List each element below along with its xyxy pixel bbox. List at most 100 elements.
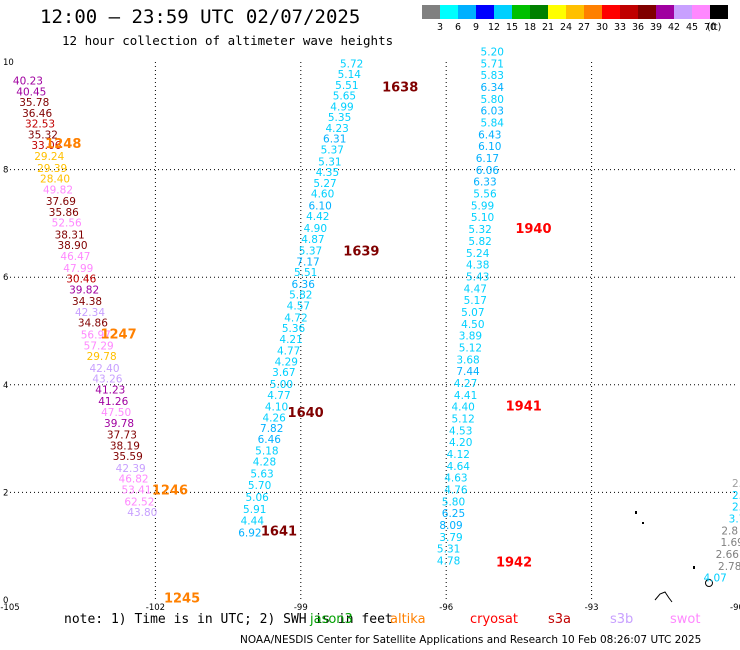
pass-time-label: 1639 [343, 245, 379, 260]
wave-height-value: 4.21 [279, 334, 302, 346]
wave-height-value: 3.79 [439, 532, 462, 544]
wave-height-value: 5.71 [481, 58, 504, 70]
wave-height-value: 35.78 [19, 97, 49, 109]
wave-height-value: 33.06 [31, 140, 61, 152]
wave-height-value: 4.77 [277, 346, 300, 358]
wave-height-value: 3.89 [459, 331, 482, 343]
wave-height-value: 4.42 [306, 211, 329, 223]
wave-height-value: 4.23 [325, 123, 348, 135]
wave-height-value: 4.26 [262, 412, 286, 424]
wave-height-value: 5.82 [468, 236, 491, 248]
wave-height-value: 6.17 [476, 153, 499, 165]
wave-height-value: 34.38 [72, 296, 102, 308]
colorbar-label: 12 [487, 22, 501, 33]
wave-height-value: 8.09 [439, 520, 462, 532]
wave-height-value: 5.20 [481, 47, 504, 59]
colorbar-label: 21 [541, 22, 555, 33]
coastline [654, 591, 673, 603]
pass-time-label: 1638 [382, 81, 418, 96]
wave-height-value: 5.10 [471, 212, 494, 224]
wave-height-value: 4.63 [444, 473, 467, 485]
colorbar-label: 45 [685, 22, 699, 33]
island [642, 522, 644, 524]
colorbar-label: 30 [595, 22, 609, 33]
wave-height-value: 52.56 [52, 218, 82, 230]
wave-height-value: 43.26 [92, 374, 122, 386]
wave-height-value: 49.82 [43, 184, 73, 196]
pass-time-label: 1248 [45, 137, 81, 152]
colorbar-swatch [530, 5, 548, 19]
footer-note: note: 1) Time is in UTC; 2) SWH is in fe… [64, 612, 393, 627]
wave-height-value: 4.76 [444, 484, 468, 496]
pass-time-label: 1941 [506, 400, 542, 415]
x-tick-label: -90 [730, 603, 740, 613]
colorbar-label: 9 [472, 22, 480, 33]
colorbar-swatch [512, 5, 530, 19]
wave-height-value: 5.07 [461, 307, 484, 319]
colorbar-swatch [638, 5, 656, 19]
legend-item-swot: swot [670, 612, 701, 627]
legend-item-altika: altika [390, 612, 426, 627]
wave-height-value: 2.66 [716, 549, 740, 561]
wave-height-value: 6.03 [481, 106, 504, 118]
wave-height-value: 1.69 [720, 537, 740, 549]
wave-height-value: 38.19 [110, 440, 140, 452]
wave-height-value: 29.24 [34, 151, 64, 163]
wave-height-value: 5.99 [471, 200, 494, 212]
wave-height-value: 7.82 [260, 423, 283, 435]
y-tick-label: 6 [3, 273, 8, 283]
wave-height-value: 35.59 [113, 451, 143, 463]
y-tick-label: 2 [3, 488, 8, 498]
wave-height-value: 4.47 [464, 283, 487, 295]
wave-height-value: 6.36 [292, 279, 316, 291]
wave-height-value: 37.73 [107, 430, 137, 442]
wave-height-value: 4.78 [437, 555, 460, 567]
wave-height-value: 4.35 [316, 167, 339, 179]
wave-height-value: 29.39 [37, 163, 67, 175]
wave-height-value: 4.44 [241, 516, 265, 528]
wave-height-value: 4.29 [275, 356, 298, 368]
pass-time-label: 1640 [288, 406, 324, 421]
pass-time-label: 1246 [152, 484, 188, 499]
wave-height-value: 4.87 [301, 234, 324, 246]
wave-height-value: 4.50 [461, 319, 484, 331]
wave-height-value: 5.80 [442, 496, 465, 508]
pass-time-label: 1940 [515, 222, 551, 237]
wave-height-value: 6.31 [323, 134, 346, 146]
wave-height-value: 4.40 [451, 402, 474, 414]
wave-height-value: 62.52 [124, 496, 154, 508]
wave-height-value: 4.64 [447, 461, 471, 473]
wave-height-value: 4.53 [449, 425, 472, 437]
wave-height-value: 41.23 [95, 384, 125, 396]
colorbar-swatch [566, 5, 584, 19]
wave-height-value: 5.24 [466, 248, 490, 260]
wave-height-value: 46.82 [119, 474, 149, 486]
wave-height-value: 2. [732, 490, 740, 502]
wave-height-value: 37.69 [46, 196, 76, 208]
wave-height-value: 47.50 [101, 407, 131, 419]
wave-height-value: 3.7 [729, 514, 740, 526]
wave-height-value: 4.07 [703, 573, 726, 585]
wave-height-value: 5.43 [466, 271, 489, 283]
colorbar-swatch [422, 5, 440, 19]
wave-height-value: 4.57 [287, 300, 310, 312]
wave-height-value: 5.18 [255, 446, 278, 458]
wave-height-value: 5.70 [248, 480, 271, 492]
wave-height-value: 46.47 [60, 251, 90, 263]
wave-height-value: 6.46 [258, 434, 282, 446]
wave-height-value: 5.31 [318, 156, 341, 168]
island [635, 511, 637, 514]
pass-time-label: 1247 [100, 328, 136, 343]
wave-height-value: 5.65 [333, 91, 356, 103]
wave-height-value: 56.97 [81, 330, 111, 342]
pass-time-label: 1245 [164, 592, 200, 607]
wave-height-value: 6.34 [481, 82, 505, 94]
wave-height-value: 5.63 [250, 468, 273, 480]
colorbar-swatch [620, 5, 638, 19]
colorbar-label: 24 [559, 22, 573, 33]
colorbar-label: 15 [505, 22, 519, 33]
wave-height-value: 3.68 [456, 354, 479, 366]
wave-height-value: 5.31 [437, 544, 460, 556]
colorbar-swatch [476, 5, 494, 19]
